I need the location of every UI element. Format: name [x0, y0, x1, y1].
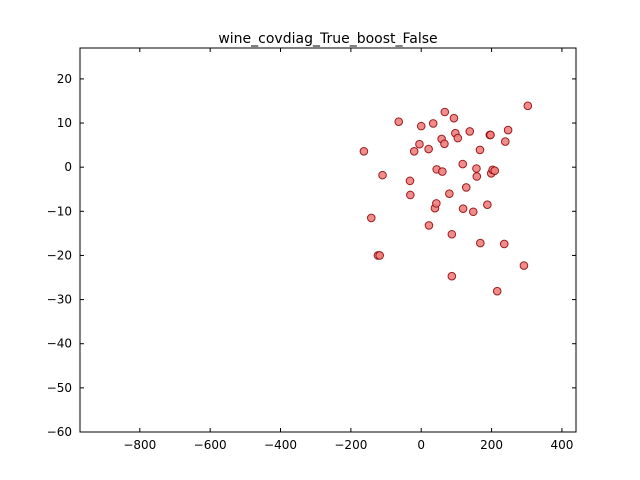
data-point [472, 164, 481, 173]
data-point [499, 239, 509, 249]
x-tick-label: −800 [123, 438, 156, 452]
data-point [490, 166, 500, 176]
data-point [476, 238, 485, 248]
data-point [500, 137, 510, 146]
x-tick-label: 0 [417, 438, 425, 452]
data-point [458, 204, 468, 213]
data-point [453, 133, 463, 143]
x-tick-label: −600 [194, 438, 227, 452]
data-point [523, 101, 533, 111]
data-point [486, 130, 495, 140]
axis-ticks: −800 −600 −400 −200 0 200 400−60−50−40−30−20−1… [47, 48, 576, 452]
data-points [359, 101, 533, 296]
plot-area-frame [79, 47, 577, 433]
x-tick-label: 200 [480, 438, 503, 452]
y-tick-label: −20 [47, 248, 72, 262]
data-point [424, 221, 434, 230]
y-tick-label: −10 [47, 204, 72, 218]
data-point [378, 170, 387, 180]
data-point [458, 159, 468, 169]
data-point [415, 139, 424, 149]
data-point [503, 125, 513, 135]
data-point [447, 271, 457, 281]
data-point [438, 167, 447, 176]
data-point [416, 121, 426, 131]
data-point [483, 200, 492, 209]
data-point [405, 176, 415, 186]
y-tick-label: −60 [47, 425, 72, 439]
data-point [428, 119, 438, 128]
y-tick-label: 20 [57, 72, 72, 86]
data-point [445, 189, 454, 198]
data-point [468, 207, 478, 217]
x-tick-label: 400 [550, 438, 573, 452]
y-tick-label: 10 [57, 116, 72, 130]
y-tick-label: −50 [47, 381, 72, 395]
data-point [424, 144, 433, 154]
data-point [492, 286, 502, 296]
y-tick-label: 0 [64, 160, 72, 174]
data-point [461, 183, 471, 192]
data-point [440, 107, 450, 117]
data-point [375, 251, 385, 260]
y-tick-label: −40 [47, 337, 72, 351]
data-point [472, 172, 482, 181]
x-tick-label: −400 [264, 438, 297, 452]
x-tick-label: −200 [334, 438, 367, 452]
y-tick-label: −30 [47, 293, 72, 307]
data-point [432, 199, 441, 208]
data-point [519, 261, 529, 270]
chart-title: wine_covdiag_True_boost_False [218, 31, 437, 47]
data-point [366, 213, 376, 223]
data-point [440, 139, 449, 149]
data-point [406, 190, 415, 200]
data-point [465, 127, 475, 136]
data-point [447, 229, 457, 239]
data-point [449, 113, 459, 123]
data-point [394, 117, 404, 127]
data-point [475, 145, 485, 155]
data-point [359, 146, 369, 156]
data-point [409, 146, 419, 156]
